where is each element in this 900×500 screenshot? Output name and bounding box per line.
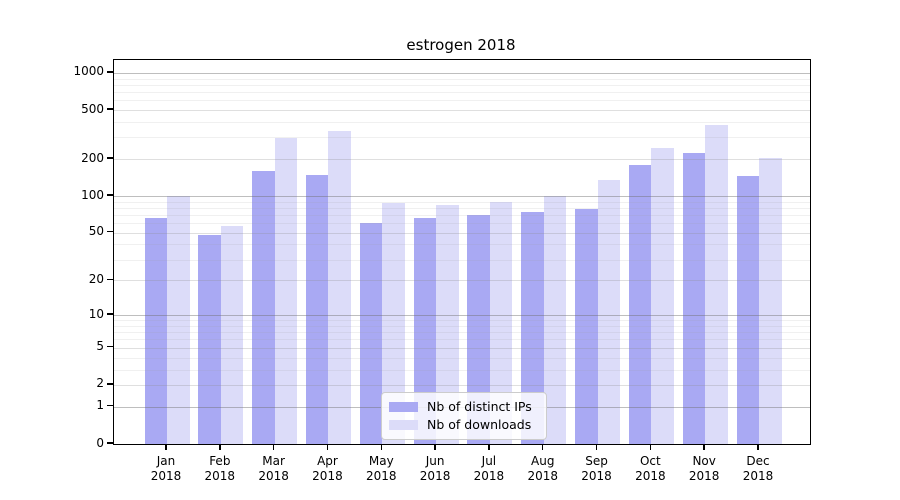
bar-ips-mar (252, 171, 275, 444)
x-tick-mark-apr (326, 445, 329, 450)
legend-swatch-distinct-ips (389, 401, 418, 413)
bar-ips-jul (467, 214, 490, 444)
bar-ips-oct (628, 164, 652, 444)
y-tick-mark-5 (107, 346, 113, 348)
y-tick-mark-50 (107, 231, 113, 233)
x-tick-mark-nov (703, 445, 705, 450)
x-tick-label-dec: Dec 2018 (742, 454, 774, 483)
y-tick-label-0: 0 (96, 435, 104, 450)
x-tick-label-sep: Sep 2018 (581, 454, 612, 483)
x-tick-mark-oct (649, 445, 652, 450)
y-tick-label-100: 100 (81, 187, 104, 202)
y-tick-label-1: 1 (96, 398, 104, 413)
x-tick-label-oct: Oct 2018 (635, 454, 666, 483)
bars-layer (114, 60, 810, 444)
x-tick-label-jul: Jul 2018 (473, 454, 505, 483)
bar-downloads-mar (274, 137, 298, 444)
x-tick-label-may: May 2018 (365, 454, 397, 483)
x-tick-label-feb: Feb 2018 (204, 454, 236, 483)
x-tick-mark-sep (595, 445, 598, 450)
x-tick-mark-may (380, 445, 382, 450)
bar-downloads-dec (759, 157, 782, 444)
x-tick-label-nov: Nov 2018 (688, 454, 720, 483)
bar-downloads-oct (651, 147, 674, 444)
y-tick-label-20: 20 (88, 271, 104, 286)
y-tick-mark-1 (107, 405, 113, 407)
y-tick-label-5: 5 (96, 339, 104, 354)
y-tick-mark-500 (107, 108, 113, 110)
bar-downloads-sep (597, 179, 621, 444)
bar-ips-nov (682, 152, 706, 444)
x-tick-mark-mar (272, 445, 275, 450)
y-tick-mark-10 (107, 313, 113, 315)
bar-downloads-may (382, 203, 405, 444)
bar-ips-apr (305, 174, 329, 444)
bar-ips-aug (521, 212, 544, 444)
bar-ips-sep (575, 208, 598, 444)
bar-downloads-apr (328, 130, 351, 444)
y-tick-mark-0 (107, 442, 113, 444)
bar-ips-may (359, 223, 383, 444)
y-tick-mark-2 (107, 383, 113, 385)
bar-downloads-jun (436, 204, 459, 444)
legend-swatch-downloads (389, 419, 418, 431)
y-tick-mark-200 (107, 157, 113, 159)
bar-downloads-nov (705, 125, 728, 444)
y-tick-label-1000: 1000 (73, 64, 104, 79)
bar-downloads-feb (220, 225, 244, 444)
legend-row-ips: Nb of distinct IPs (382, 400, 546, 414)
y-tick-label-10: 10 (88, 306, 104, 321)
bar-downloads-jul (489, 201, 513, 444)
y-tick-label-50: 50 (88, 224, 104, 239)
bar-ips-jun (413, 218, 437, 444)
x-tick-mark-aug (542, 445, 544, 450)
legend-row-downloads: Nb of downloads (382, 418, 546, 432)
chart-title: estrogen 2018 (406, 36, 516, 54)
plot-area: Nb of distinct IPs Nb of downloads (113, 59, 811, 445)
y-tick-mark-20 (107, 278, 113, 281)
x-tick-label-jun: Jun 2018 (419, 454, 451, 483)
x-tick-mark-jul (488, 445, 490, 450)
y-tick-label-2: 2 (96, 376, 104, 391)
x-tick-label-apr: Apr 2018 (312, 454, 343, 483)
y-tick-label-500: 500 (81, 101, 104, 116)
y-tick-mark-1000 (107, 71, 113, 73)
bar-ips-dec (736, 176, 759, 444)
bar-downloads-aug (543, 196, 567, 444)
y-tick-mark-100 (107, 194, 113, 196)
bar-downloads-jan (167, 196, 190, 444)
bar-ips-jan (144, 218, 167, 444)
legend-label-distinct-ips: Nb of distinct IPs (427, 399, 532, 414)
x-tick-mark-dec (757, 445, 759, 450)
x-tick-mark-jun (434, 445, 436, 450)
x-tick-label-aug: Aug 2018 (527, 454, 558, 483)
x-tick-label-jan: Jan 2018 (150, 454, 182, 483)
legend: Nb of distinct IPs Nb of downloads (381, 392, 547, 440)
bar-ips-feb (198, 234, 221, 444)
x-tick-label-mar: Mar 2018 (258, 454, 289, 483)
y-tick-label-200: 200 (81, 150, 104, 165)
x-tick-mark-jan (165, 445, 167, 450)
legend-label-downloads: Nb of downloads (427, 417, 532, 432)
x-tick-mark-feb (219, 445, 221, 450)
